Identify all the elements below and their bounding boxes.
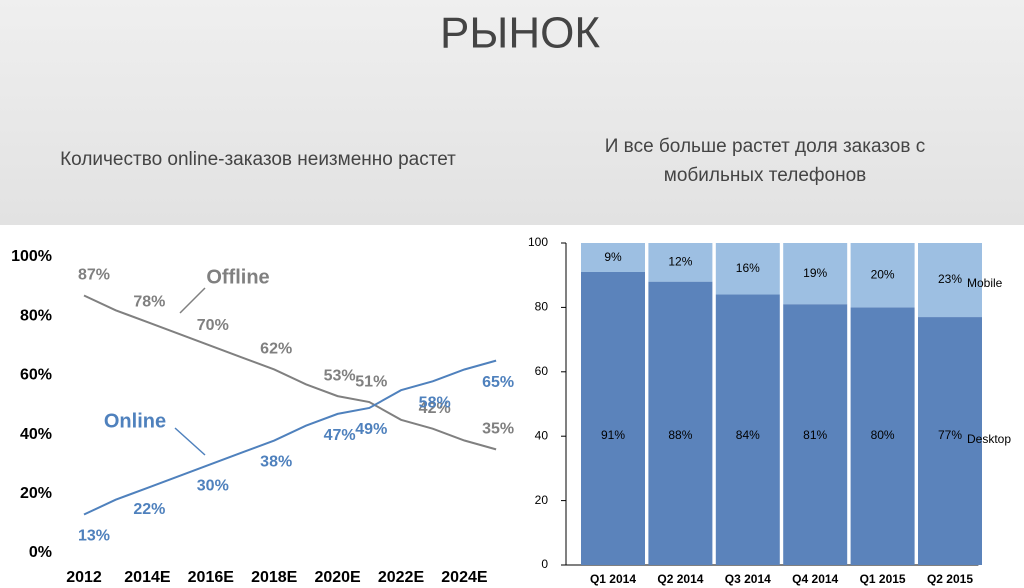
y-tick-label: 0 [541, 557, 548, 571]
bar-segment [581, 271, 645, 565]
x-tick-label: 2022E [378, 569, 425, 586]
data-label: 13% [78, 528, 110, 545]
series-name: Mobile [967, 276, 1003, 290]
chart-title: мобильных телефонов [664, 165, 866, 186]
bar-segment [783, 243, 848, 305]
data-label: 84% [736, 428, 760, 442]
data-label: 62% [260, 341, 292, 358]
line [83, 359, 497, 516]
bar-segment [648, 281, 713, 565]
x-tick-label: Q3 2014 [725, 572, 771, 586]
data-label: 65% [482, 374, 514, 391]
x-tick-label: Q4 2014 [792, 572, 838, 586]
data-label: 19% [803, 266, 827, 280]
series-name: Desktop [967, 432, 1011, 446]
bar-chart: 0 20 40 60 80 100 Q1 2014 Q2 2014 Q3 2014 Q4 2014… [528, 235, 1011, 586]
data-label: 38% [260, 454, 292, 471]
data-label: 70% [197, 317, 229, 334]
pointer [179, 287, 206, 314]
y-tick-label: 100 [528, 235, 548, 249]
y-tick-label: 20% [20, 485, 52, 502]
y-tick-label: 0% [29, 544, 52, 561]
x-tick-label: 2020E [314, 569, 361, 586]
header-band [0, 0, 1024, 225]
y-tick-label: 20 [535, 493, 549, 507]
series-name: Online [104, 410, 166, 432]
data-label: 30% [197, 477, 229, 494]
x-tick-label: 2024E [441, 569, 488, 586]
x-tick-label: Q2 2015 [927, 572, 973, 586]
y-tick-label: 60% [20, 367, 52, 384]
bar-segment [715, 294, 780, 565]
y-tick-label: 80% [20, 307, 52, 324]
data-label: 22% [133, 501, 165, 518]
data-label: 81% [803, 428, 827, 442]
bar-segment [783, 304, 848, 565]
data-label: 77% [938, 428, 962, 442]
bar-segment [581, 243, 645, 272]
data-label: 9% [604, 250, 622, 264]
slide-title: РЫНОК [440, 9, 600, 58]
bar-segment [918, 243, 982, 318]
data-label: 20% [871, 267, 895, 281]
bar-segment [648, 243, 713, 282]
data-label: 23% [938, 272, 962, 286]
y-tick-label: 60 [535, 364, 549, 378]
data-label: 91% [601, 428, 625, 442]
bar-segment [715, 243, 780, 295]
x-tick-label: 2012 [66, 569, 102, 586]
y-tick-label: 40 [535, 428, 549, 442]
bar-segment [918, 317, 982, 565]
y-tick-label: 80 [535, 300, 549, 314]
data-label: 88% [668, 428, 692, 442]
bar-segment [850, 307, 915, 565]
series-name: Offline [206, 266, 269, 288]
bar-segment [850, 243, 915, 308]
pointer [174, 427, 206, 456]
data-label: 87% [78, 267, 110, 284]
line-chart: 0% 20% 40% 60% 80% 100% 2012 2014E 2016E 2018E 202… [11, 248, 514, 586]
data-label: 51% [355, 373, 387, 390]
data-label: 58% [419, 395, 451, 412]
data-label: 49% [355, 421, 387, 438]
x-tick-label: Q2 2014 [657, 572, 703, 586]
data-label: 80% [871, 428, 895, 442]
chart-title: Количество online-заказов неизменно раст… [60, 149, 456, 170]
data-label: 78% [133, 293, 165, 310]
x-tick-label: 2018E [251, 569, 298, 586]
line [83, 294, 497, 451]
data-label: 53% [324, 367, 356, 384]
data-label: 12% [668, 254, 692, 268]
y-tick-label: 40% [20, 426, 52, 443]
data-label: 42% [419, 400, 451, 417]
data-label: 47% [324, 427, 356, 444]
data-label: 35% [482, 421, 514, 438]
y-tick-label: 100% [11, 248, 52, 265]
x-tick-label: Q1 2015 [860, 572, 906, 586]
x-tick-label: 2014E [124, 569, 171, 586]
data-label: 16% [736, 261, 760, 275]
chart-title: И все больше растет доля заказов с [605, 136, 926, 157]
x-tick-label: 2016E [188, 569, 235, 586]
x-tick-label: Q1 2014 [590, 572, 636, 586]
